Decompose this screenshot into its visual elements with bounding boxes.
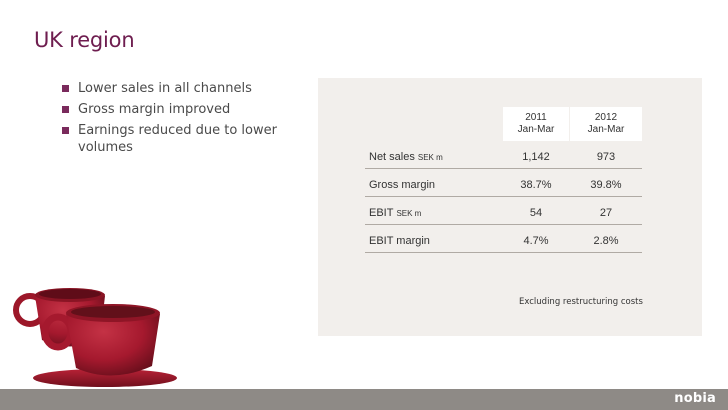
column-header-2011: 2011 Jan-Mar: [503, 107, 569, 141]
bullet-item: Lower sales in all channels: [62, 80, 292, 97]
bullet-list: Lower sales in all channels Gross margin…: [62, 80, 292, 160]
bullet-square-icon: [62, 127, 69, 134]
bullet-square-icon: [62, 85, 69, 92]
table-row: EBIT margin 4.7% 2.8%: [365, 226, 642, 253]
footnote: Excluding restructuring costs: [519, 297, 643, 307]
table-row: Gross margin 38.7% 39.8%: [365, 170, 642, 197]
table-row: EBIT SEK m 54 27: [365, 198, 642, 225]
coffee-cups-image: [13, 288, 177, 387]
nobia-logo: nobia: [674, 391, 716, 406]
column-header-2012: 2012 Jan-Mar: [570, 107, 642, 141]
bullet-item: Gross margin improved: [62, 101, 292, 118]
bullet-square-icon: [62, 106, 69, 113]
slide-title: UK region: [34, 28, 135, 52]
table-row: Net sales SEK m 1,142 973: [365, 142, 642, 169]
bullet-item: Earnings reduced due to lower volumes: [62, 122, 292, 156]
footer-bar: nobia: [0, 389, 728, 410]
